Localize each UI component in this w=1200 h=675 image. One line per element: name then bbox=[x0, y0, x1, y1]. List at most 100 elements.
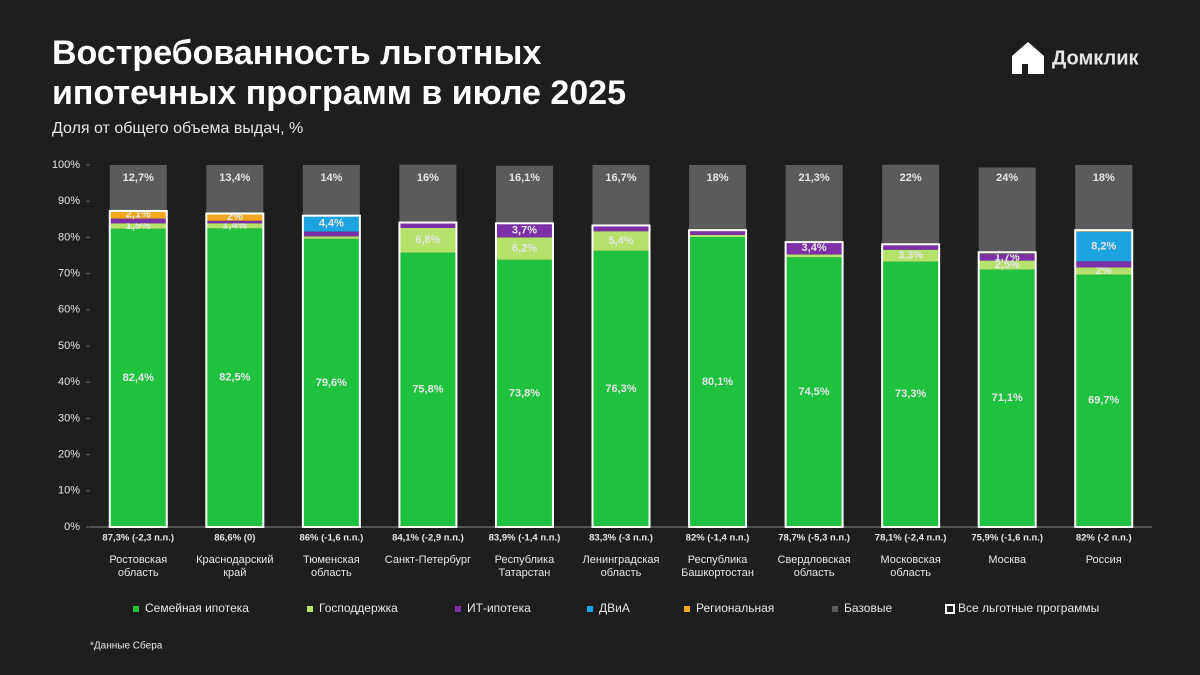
value-label: 79,6% bbox=[316, 377, 347, 389]
bar-segment bbox=[592, 225, 650, 232]
legend-swatch bbox=[455, 606, 461, 612]
total-outline bbox=[591, 224, 651, 528]
legend-swatch bbox=[945, 604, 955, 614]
y-tick-label: 40% bbox=[58, 376, 80, 388]
legend-label: ДВиА bbox=[599, 601, 630, 615]
value-label: 14% bbox=[320, 172, 342, 184]
x-tick-label-line: край bbox=[223, 567, 246, 579]
y-tick-label: 60% bbox=[58, 304, 80, 316]
footnote: *Данные Сбера bbox=[90, 640, 163, 652]
bar-segment bbox=[109, 228, 167, 527]
y-tick-label: 50% bbox=[58, 340, 80, 352]
bar-segment bbox=[109, 165, 167, 211]
total-outline bbox=[494, 222, 554, 528]
bar-segment bbox=[689, 165, 747, 231]
bar-segment bbox=[399, 227, 457, 253]
bar-segment bbox=[978, 167, 1036, 255]
x-tick-label: Россия bbox=[1086, 554, 1122, 566]
bar-segment bbox=[978, 260, 1036, 270]
bar-segment bbox=[978, 269, 1036, 527]
y-tick-label: 30% bbox=[58, 412, 80, 424]
total-label: 75,9% (-1,6 п.п.) bbox=[971, 533, 1043, 544]
value-label: 12,7% bbox=[123, 172, 154, 184]
x-tick-label: Республика Башкортостан bbox=[681, 554, 754, 579]
x-tick-label-line: Татарстан bbox=[499, 567, 551, 579]
chart-title-line: ипотечных программ в июле 2025 bbox=[52, 74, 626, 112]
value-label: 6,2% bbox=[512, 243, 537, 255]
x-tick-label: Санкт-Петербург bbox=[385, 554, 471, 566]
value-label: 69,7% bbox=[1088, 395, 1119, 407]
legend-label: Региональная bbox=[696, 601, 774, 615]
bar-segment bbox=[399, 252, 457, 527]
x-tick-label-line: Тюменская bbox=[303, 554, 360, 566]
bar-segment bbox=[495, 237, 553, 260]
legend-label: ИТ-ипотека bbox=[467, 601, 531, 615]
total-outline bbox=[977, 251, 1037, 528]
total-label: 86% (-1,6 п.п.) bbox=[299, 533, 363, 544]
y-tick-label: 100% bbox=[52, 159, 80, 171]
bar-segment bbox=[302, 165, 360, 216]
x-tick-label-line: область bbox=[118, 567, 159, 579]
x-tick-label: Москва bbox=[988, 554, 1026, 566]
bar-segment bbox=[109, 223, 167, 229]
value-label: 2% bbox=[1096, 265, 1112, 277]
y-tick-label: 80% bbox=[58, 231, 80, 243]
legend-swatch bbox=[133, 606, 139, 612]
x-tick-label-line: Москва bbox=[988, 554, 1026, 566]
x-tick-label-line: Свердловская bbox=[778, 554, 851, 566]
total-outline bbox=[784, 241, 844, 529]
brand: Домклик bbox=[1052, 47, 1139, 69]
logo: Домклик bbox=[1012, 42, 1139, 74]
value-label: 16% bbox=[417, 172, 439, 184]
bar-segment bbox=[206, 223, 264, 229]
x-tick-label-line: область bbox=[794, 567, 835, 579]
y-tick-label: 70% bbox=[58, 268, 80, 280]
total-label: 84,1% (-2,9 п.п.) bbox=[392, 533, 464, 544]
x-tick-label-line: Республика bbox=[688, 554, 748, 566]
bar-segment bbox=[302, 231, 360, 237]
x-tick-label-line: Россия bbox=[1086, 554, 1122, 566]
value-label: 75,8% bbox=[412, 384, 443, 396]
bar-segment bbox=[689, 234, 747, 238]
bar-segment bbox=[399, 164, 457, 223]
bar-segment bbox=[302, 215, 360, 232]
legend-label: Господдержка bbox=[319, 601, 398, 615]
value-label: 13,4% bbox=[219, 172, 250, 184]
value-label: 6,8% bbox=[415, 234, 440, 246]
value-label: 22% bbox=[900, 172, 922, 184]
x-tick-label: Краснодарский край bbox=[196, 554, 273, 579]
value-label: 18% bbox=[707, 172, 729, 184]
total-outline bbox=[881, 243, 941, 528]
total-label: 83,3% (-3 п.п.) bbox=[589, 533, 653, 544]
bar-segment bbox=[592, 231, 650, 251]
x-tick-label-line: Ростовская bbox=[109, 554, 167, 566]
x-tick-label-line: Республика bbox=[495, 554, 555, 566]
value-label: 16,7% bbox=[605, 172, 636, 184]
y-tick-label: 20% bbox=[58, 449, 80, 461]
bar-segment bbox=[495, 259, 553, 527]
value-label: 3,3% bbox=[898, 250, 923, 262]
bar-segment bbox=[785, 242, 843, 255]
chart-title-line: Востребованность льготных bbox=[52, 34, 541, 72]
bar-segment bbox=[785, 257, 843, 527]
x-tick-label: Ростовская область bbox=[109, 554, 167, 579]
bar-segment bbox=[109, 218, 167, 224]
total-label: 78,1% (-2,4 п.п.) bbox=[875, 533, 947, 544]
value-label: 5,4% bbox=[608, 235, 633, 247]
x-tick-label-line: Краснодарский bbox=[196, 554, 273, 566]
bar-segment bbox=[1075, 274, 1133, 527]
value-label: 71,1% bbox=[992, 392, 1023, 404]
value-label: 3,4% bbox=[802, 242, 827, 254]
legend-swatch bbox=[307, 606, 313, 612]
total-label: 82% (-1,4 п.п.) bbox=[686, 533, 750, 544]
value-label: 24% bbox=[996, 172, 1018, 184]
legend-label: Все льготные программы bbox=[958, 601, 1099, 615]
bar-segment bbox=[399, 222, 457, 228]
bar-segment bbox=[1075, 267, 1133, 275]
value-label: 74,5% bbox=[798, 386, 829, 398]
total-outline bbox=[398, 221, 458, 528]
legend-swatch bbox=[684, 606, 690, 612]
bar-segment bbox=[1075, 231, 1133, 262]
bar-segment bbox=[882, 249, 940, 262]
x-tick-label-line: Санкт-Петербург bbox=[385, 554, 471, 566]
